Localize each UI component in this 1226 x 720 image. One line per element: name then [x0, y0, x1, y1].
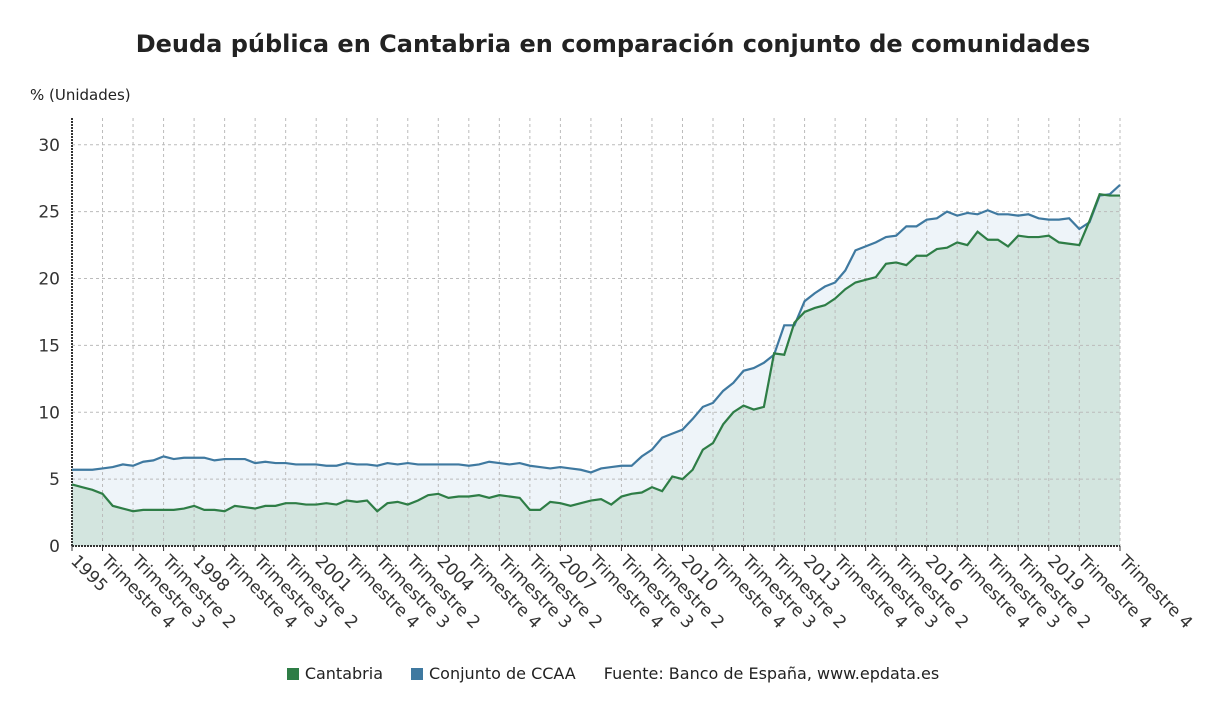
y-tick-label: 0 — [49, 537, 60, 557]
y-tick-label: 15 — [38, 336, 60, 356]
y-tick-label: 20 — [38, 270, 60, 290]
series-line-cantabria — [71, 193, 1120, 513]
legend-label: Conjunto de CCAA — [429, 664, 576, 683]
series-line-conjunto — [72, 184, 1121, 474]
legend: Cantabria Conjunto de CCAA Fuente: Banco… — [0, 664, 1226, 683]
y-tick-label: 10 — [38, 403, 60, 423]
legend-swatch — [411, 667, 423, 680]
y-tick-label: 30 — [38, 136, 60, 156]
chart-title: Deuda pública en Cantabria en comparació… — [135, 30, 1091, 58]
legend-swatch — [286, 667, 299, 680]
y-tick-label: 5 — [49, 470, 60, 490]
y-tick-label: 25 — [38, 203, 60, 223]
y-axis-label: % (Unidades) — [30, 86, 131, 104]
source-text: Fuente: Banco de España, www.epdata.es — [603, 664, 940, 683]
legend-item-cantabria[interactable]: Cantabria — [286, 664, 383, 683]
legend-label: Cantabria — [304, 664, 383, 683]
legend-item-conjunto[interactable]: Conjunto de CCAA — [411, 664, 576, 683]
